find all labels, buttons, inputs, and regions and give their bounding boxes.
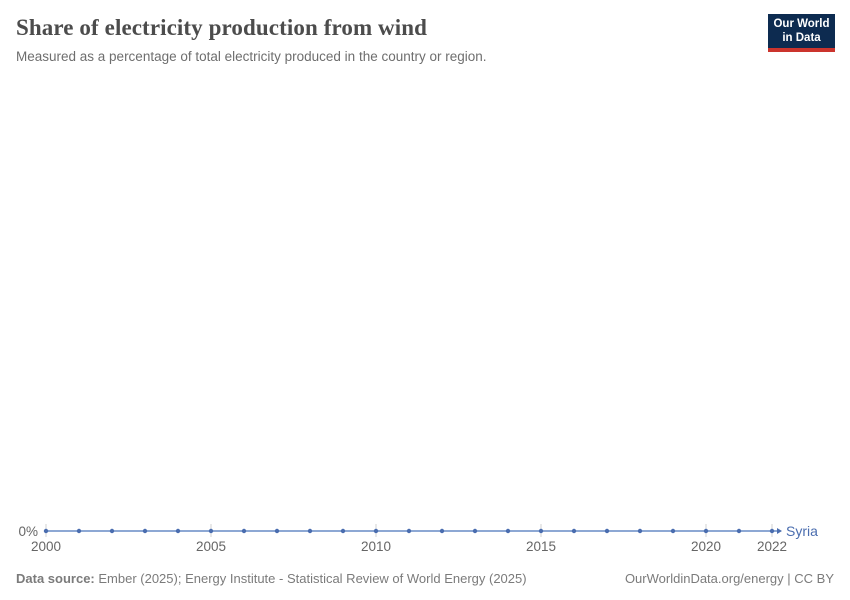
entity-label-syria[interactable]: Syria <box>786 523 818 539</box>
data-point[interactable] <box>604 528 610 534</box>
x-axis-label: 2005 <box>196 539 226 554</box>
chart-subtitle: Measured as a percentage of total electr… <box>16 48 487 64</box>
footer-link[interactable]: OurWorldinData.org/energy | CC BY <box>624 571 834 586</box>
x-axis-label: 2000 <box>31 539 61 554</box>
data-point[interactable] <box>637 528 643 534</box>
data-source: Data source: Ember (2025); Energy Instit… <box>16 571 527 586</box>
data-point[interactable] <box>736 528 742 534</box>
data-point[interactable] <box>538 528 544 534</box>
data-point[interactable] <box>703 528 709 534</box>
data-point[interactable] <box>571 528 577 534</box>
data-point[interactable] <box>505 528 511 534</box>
chart-title: Share of electricity production from win… <box>16 15 428 40</box>
owid-logo-line2: in Data <box>782 32 821 44</box>
data-point[interactable] <box>670 528 676 534</box>
data-point[interactable] <box>142 528 148 534</box>
owid-logo: Our World in Data <box>768 14 835 52</box>
data-point[interactable] <box>769 528 775 534</box>
data-point[interactable] <box>175 528 181 534</box>
owid-logo-line1: Our World <box>773 17 830 30</box>
series-line-arrowhead <box>777 528 782 534</box>
x-axis-label: 2015 <box>526 539 556 554</box>
data-point[interactable] <box>274 528 280 534</box>
x-axis-label: 2010 <box>361 539 391 554</box>
data-point[interactable] <box>373 528 379 534</box>
chart-header: Share of electricity production from win… <box>16 14 750 65</box>
chart-footer: Data source: Ember (2025); Energy Instit… <box>16 571 834 586</box>
data-source-text: Ember (2025); Energy Institute - Statist… <box>94 571 527 586</box>
x-axis-label: 2022 <box>757 539 787 554</box>
x-axis-label: 2020 <box>691 539 721 554</box>
data-point[interactable] <box>208 528 214 534</box>
data-point[interactable] <box>406 528 412 534</box>
data-source-label: Data source: <box>16 571 95 586</box>
data-point[interactable] <box>43 528 49 534</box>
data-point[interactable] <box>76 528 82 534</box>
data-point[interactable] <box>241 528 247 534</box>
data-point[interactable] <box>307 528 313 534</box>
data-point[interactable] <box>472 528 478 534</box>
data-point[interactable] <box>439 528 445 534</box>
data-point[interactable] <box>340 528 346 534</box>
data-point[interactable] <box>109 528 115 534</box>
y-axis-label: 0% <box>18 524 38 539</box>
